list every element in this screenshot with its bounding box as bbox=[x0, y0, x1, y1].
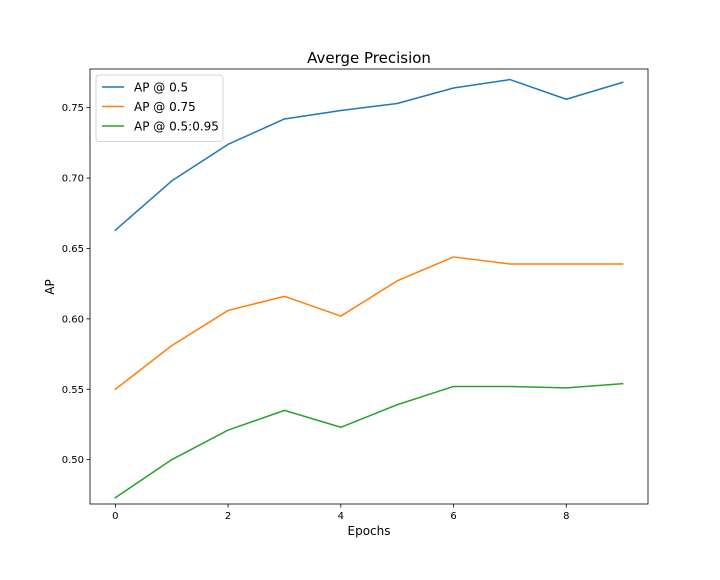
y-tick-label: 0.65 bbox=[62, 244, 84, 255]
y-tick-label: 0.70 bbox=[62, 174, 84, 185]
legend: AP @ 0.5 AP @ 0.75 AP @ 0.5:0.95 bbox=[95, 74, 224, 142]
x-tick-label: 2 bbox=[225, 511, 231, 522]
chart-title: Averge Precision bbox=[307, 49, 431, 67]
legend-box bbox=[95, 74, 224, 142]
x-tick-label: 4 bbox=[338, 511, 344, 522]
series-line-3 bbox=[114, 382, 624, 499]
y-tick-label: 0.55 bbox=[62, 385, 84, 396]
x-tick-label: 6 bbox=[450, 511, 456, 522]
legend-label-3: AP @ 0.5:0.95 bbox=[134, 120, 219, 134]
series-line-2 bbox=[114, 256, 624, 391]
y-axis-label: AP bbox=[43, 279, 57, 294]
x-axis-label: Epochs bbox=[348, 524, 391, 538]
x-tick-label: 8 bbox=[563, 511, 569, 522]
y-tick-label: 0.75 bbox=[62, 103, 84, 114]
series-line-1 bbox=[114, 78, 624, 232]
y-tick-label: 0.60 bbox=[62, 314, 84, 325]
y-tick-label: 0.50 bbox=[62, 455, 84, 466]
x-tick-label: 0 bbox=[112, 511, 118, 522]
legend-label-1: AP @ 0.5 bbox=[134, 81, 188, 95]
plot-area: 0 2 4 6 8 0.50 0.55 0.60 0.65 0.70 0.75 bbox=[62, 68, 649, 522]
legend-label-2: AP @ 0.75 bbox=[134, 100, 196, 114]
plot-frame bbox=[89, 68, 649, 505]
